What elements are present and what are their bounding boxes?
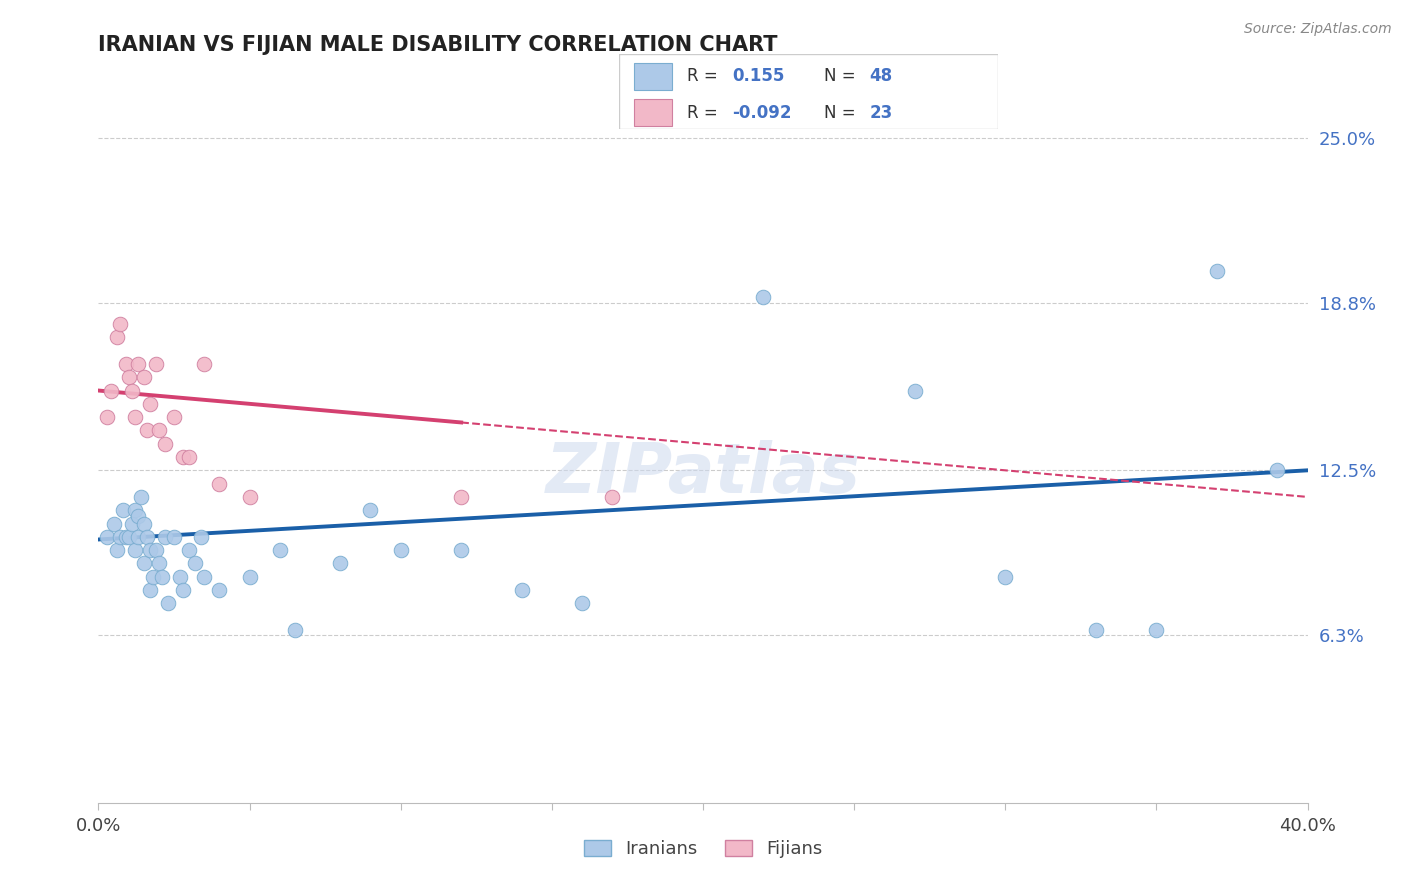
Point — [114, 530, 136, 544]
Point — [148, 557, 170, 571]
Point — [127, 530, 149, 544]
Point — [121, 516, 143, 531]
Point — [105, 330, 128, 344]
Point — [111, 503, 134, 517]
Point — [190, 530, 212, 544]
Text: N =: N = — [824, 103, 860, 121]
Point — [139, 397, 162, 411]
Point — [172, 582, 194, 597]
Text: ZIPatlas: ZIPatlas — [546, 440, 860, 508]
Point — [142, 570, 165, 584]
Point — [153, 436, 176, 450]
Point — [127, 508, 149, 523]
Point — [127, 357, 149, 371]
Point — [145, 357, 167, 371]
Point — [132, 370, 155, 384]
Text: -0.092: -0.092 — [733, 103, 792, 121]
Point — [239, 570, 262, 584]
Point — [118, 370, 141, 384]
Point — [150, 570, 173, 584]
Point — [179, 450, 201, 464]
Point — [239, 490, 262, 504]
Point — [114, 357, 136, 371]
Text: R =: R = — [688, 103, 723, 121]
Point — [163, 410, 186, 425]
Point — [103, 516, 125, 531]
Point — [1085, 623, 1108, 637]
Bar — [634, 63, 672, 89]
Point — [1267, 463, 1289, 477]
Point — [169, 570, 191, 584]
Point — [145, 543, 167, 558]
Point — [124, 543, 146, 558]
Text: 0.155: 0.155 — [733, 67, 785, 86]
Point — [132, 516, 155, 531]
Legend: Iranians, Fijians: Iranians, Fijians — [575, 830, 831, 867]
Point — [193, 357, 215, 371]
Point — [132, 557, 155, 571]
Text: N =: N = — [824, 67, 860, 86]
Text: Source: ZipAtlas.com: Source: ZipAtlas.com — [1244, 22, 1392, 37]
Point — [571, 596, 593, 610]
Point — [193, 570, 215, 584]
Point — [135, 424, 157, 438]
Point — [156, 596, 179, 610]
Point — [129, 490, 152, 504]
Point — [994, 570, 1017, 584]
Point — [1206, 264, 1229, 278]
Point — [208, 476, 231, 491]
Point — [1144, 623, 1167, 637]
Point — [163, 530, 186, 544]
Text: IRANIAN VS FIJIAN MALE DISABILITY CORRELATION CHART: IRANIAN VS FIJIAN MALE DISABILITY CORREL… — [98, 35, 778, 54]
Point — [124, 410, 146, 425]
Point — [184, 557, 207, 571]
Point — [269, 543, 291, 558]
Point — [450, 543, 472, 558]
Point — [329, 557, 352, 571]
Text: 48: 48 — [869, 67, 893, 86]
Point — [510, 582, 533, 597]
Point — [135, 530, 157, 544]
Point — [752, 290, 775, 304]
Point — [284, 623, 307, 637]
Point — [450, 490, 472, 504]
Point — [904, 384, 927, 398]
Point — [118, 530, 141, 544]
Bar — [634, 99, 672, 126]
FancyBboxPatch shape — [619, 54, 998, 129]
Point — [172, 450, 194, 464]
Point — [208, 582, 231, 597]
Point — [179, 543, 201, 558]
Point — [121, 384, 143, 398]
Text: R =: R = — [688, 67, 723, 86]
Point — [108, 317, 131, 331]
Point — [153, 530, 176, 544]
Point — [360, 503, 382, 517]
Point — [602, 490, 624, 504]
Point — [389, 543, 412, 558]
Point — [139, 582, 162, 597]
Point — [108, 530, 131, 544]
Point — [124, 503, 146, 517]
Point — [100, 384, 122, 398]
Text: 23: 23 — [869, 103, 893, 121]
Point — [139, 543, 162, 558]
Point — [148, 424, 170, 438]
Point — [105, 543, 128, 558]
Point — [96, 530, 118, 544]
Point — [96, 410, 118, 425]
